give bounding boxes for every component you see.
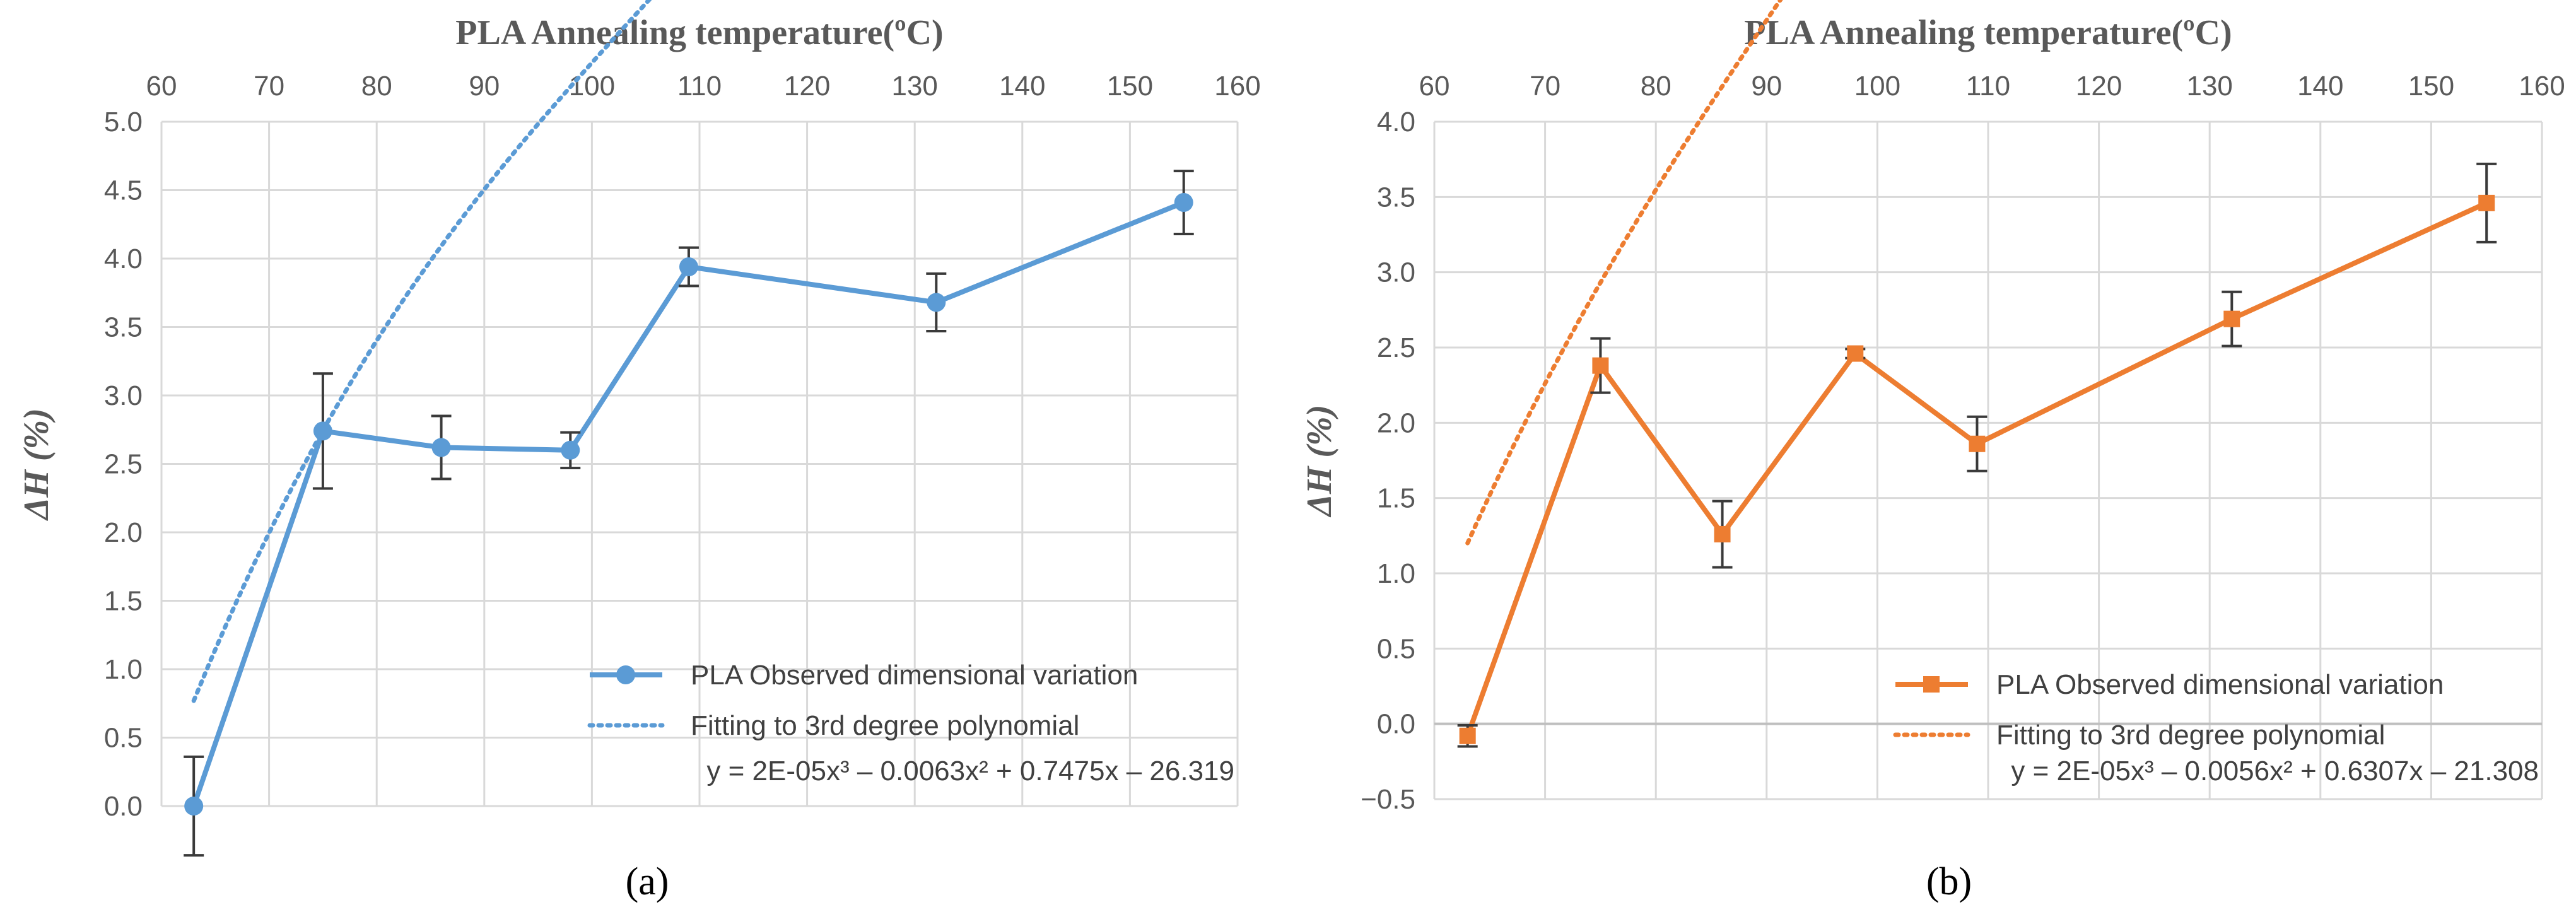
y-axis-label: ΔH (%) (17, 408, 56, 521)
y-tick-label: 4.0 (1377, 107, 1415, 137)
x-tick-label: 140 (999, 71, 1045, 102)
chart-panel-a: 60 70 80 90 100 110 120 130 140 150 160 0.0 0.5 1.0 1.… (17, 0, 1261, 903)
data-point (561, 440, 580, 460)
legend-series-label: PLA Observed dimensional variation (1996, 669, 2444, 700)
y-tick-label: 2.5 (1377, 332, 1415, 363)
chart-panel-b: 60 70 80 90 100 110 120 130 140 150 160 −0.5 0.0 0.5 1… (1300, 0, 2565, 903)
data-point (1969, 435, 1986, 452)
y-tick-label: 2.0 (1377, 407, 1415, 438)
x-tick-label: 130 (891, 71, 937, 102)
y-tick-label: 3.0 (104, 380, 143, 411)
y-tick-label: 0.0 (1377, 709, 1415, 740)
y-tick-label: −0.5 (1361, 784, 1415, 815)
x-tick-label: 120 (784, 71, 830, 102)
x-tick-label: 90 (1751, 71, 1782, 102)
fit-curve (1465, 0, 1783, 546)
y-tick-label: 2.5 (104, 449, 143, 480)
data-point (927, 293, 946, 312)
y-tick-label: 0.0 (104, 791, 143, 822)
legend-series-marker (1923, 676, 1940, 693)
x-tick-label: 110 (1966, 71, 2010, 102)
data-point (1847, 345, 1864, 362)
x-tick-label: 80 (1641, 71, 1671, 102)
y-tick-label: 3.5 (104, 312, 143, 343)
y-tick-label: 3.5 (1377, 182, 1415, 213)
y-tick-label: 5.0 (104, 107, 143, 137)
x-tick-label: 100 (1854, 71, 1900, 102)
y-tick-label: 1.0 (1377, 558, 1415, 589)
y-tick-label: 3.0 (1377, 257, 1415, 288)
legend-series-marker (616, 665, 635, 684)
y-tick-label: 4.0 (104, 243, 143, 274)
x-tick-label: 80 (361, 71, 392, 102)
x-tick-label: 90 (469, 71, 500, 102)
data-point (2223, 310, 2240, 327)
panel-label: (a) (626, 860, 669, 903)
panel-label: (b) (1926, 860, 1972, 903)
legend-fit-label: Fitting to 3rd degree polynomial (1996, 720, 2385, 751)
x-axis-title: PLA Annealing temperature(ºC) (455, 13, 943, 52)
x-tick-label: 70 (1530, 71, 1560, 102)
data-point (431, 438, 451, 457)
x-tick-label: 120 (2076, 71, 2122, 102)
x-tick-label: 160 (1214, 71, 1260, 102)
legend-series-label: PLA Observed dimensional variation (691, 660, 1138, 691)
x-tick-label: 150 (2408, 71, 2454, 102)
y-tick-label: 1.5 (1377, 483, 1415, 514)
fit-equation: y = 2E-05x³ – 0.0056x² + 0.6307x – 21.30… (2011, 756, 2539, 787)
x-tick-label: 150 (1107, 71, 1153, 102)
x-axis-title: PLA Annealing temperature(ºC) (1744, 13, 2232, 52)
x-tick-label: 130 (2186, 71, 2232, 102)
y-tick-label: 4.5 (104, 175, 143, 206)
data-point (313, 421, 332, 441)
fit-equation: y = 2E-05x³ – 0.0063x² + 0.7475x – 26.31… (706, 756, 1234, 787)
x-tick-label: 100 (569, 71, 615, 102)
data-point (2478, 194, 2495, 211)
data-point (1714, 525, 1731, 542)
y-tick-label: 2.0 (104, 517, 143, 548)
fit-curve (191, 0, 652, 703)
x-tick-label: 60 (1419, 71, 1450, 102)
data-point (1592, 357, 1609, 374)
y-tick-label: 0.5 (104, 723, 143, 754)
data-point (184, 797, 204, 816)
y-tick-label: 1.5 (104, 586, 143, 617)
x-tick-label: 110 (677, 71, 722, 102)
y-axis-label: ΔH (%) (1300, 405, 1339, 518)
data-point (679, 257, 698, 277)
legend-fit-label: Fitting to 3rd degree polynomial (691, 710, 1079, 741)
data-point (1459, 727, 1476, 744)
y-tick-label: 0.5 (1377, 633, 1415, 664)
data-point (1174, 193, 1193, 213)
x-tick-label: 140 (2297, 71, 2343, 102)
x-tick-label: 160 (2519, 71, 2565, 102)
x-tick-label: 70 (254, 71, 284, 102)
y-tick-label: 1.0 (104, 654, 143, 685)
x-tick-label: 60 (146, 71, 177, 102)
